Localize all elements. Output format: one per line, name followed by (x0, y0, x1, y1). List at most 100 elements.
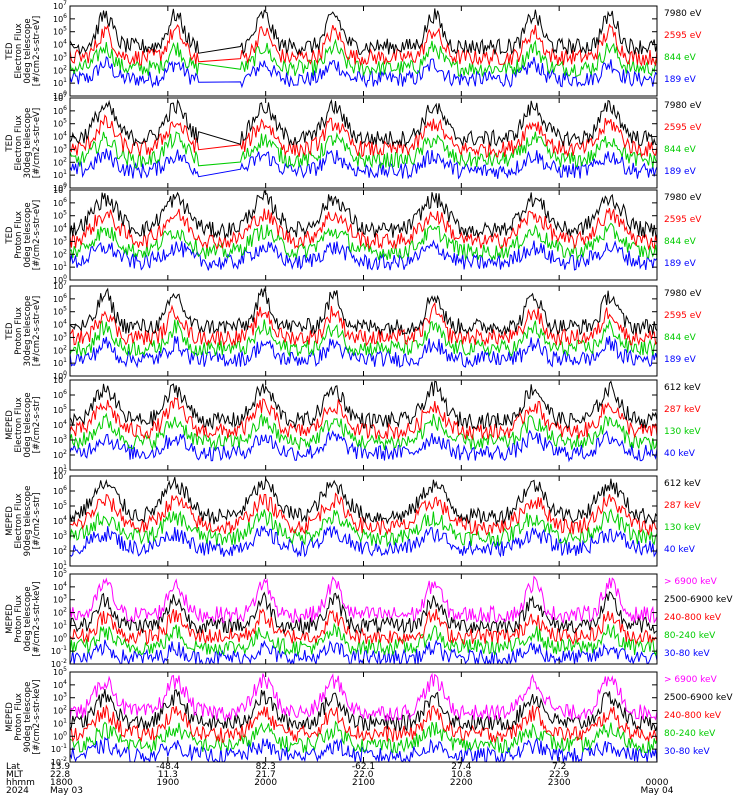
y-tick-label: 103 (53, 51, 67, 62)
legend-entry: > 6900 keV (664, 577, 718, 587)
y-tick-label: 101 (53, 169, 67, 180)
legend-entry: 30-80 keV (664, 747, 710, 757)
y-axis-label: TED (5, 226, 15, 245)
y-tick-label: 106 (53, 197, 67, 208)
panel-6: 101 102 103 104 105 106 107 MEPED Electron Flux 9… (5, 470, 701, 571)
x-axis-row-label: hhmm (6, 778, 35, 788)
y-tick-label: 107 (53, 0, 67, 11)
series-287-kev-line (70, 396, 657, 441)
y-tick-label: 106 (53, 13, 67, 24)
panel-7-traces (70, 575, 657, 664)
series-80-240-kev-line (70, 622, 657, 657)
legend-entry: 40 keV (664, 545, 696, 555)
series-40-kev-line (70, 429, 657, 463)
legend-entry: 844 eV (664, 237, 697, 247)
x-axis-row-label: 2024 (6, 786, 29, 796)
y-tick-label: 106 (53, 485, 67, 496)
series-130-kev-line (70, 508, 657, 548)
legend-entry: 2595 eV (664, 311, 702, 321)
y-tick-label: 107 (53, 184, 67, 195)
panel-6-traces (70, 476, 657, 558)
y-tick-label: 100 (53, 90, 67, 101)
legend-entry: 2595 eV (664, 31, 702, 41)
y-axis-label: Proton Flux (14, 595, 24, 643)
y-axis-label: [#/cm2-s-str-keV] (32, 582, 42, 657)
series-2500-6900-kev-line (70, 689, 657, 732)
y-tick-label: 100 (53, 730, 67, 741)
y-tick-label: 104 (53, 39, 67, 50)
panel-4-traces (70, 287, 657, 369)
series-7980-ev-line (70, 287, 657, 337)
y-axis-label: MEPED (5, 604, 15, 634)
x-axis-cell: 1900 (156, 778, 179, 788)
legend-entry: 287 keV (664, 405, 701, 415)
legend-entry: 844 eV (664, 145, 697, 155)
y-tick-label: 104 (53, 515, 67, 526)
y-tick-label: 105 (53, 118, 67, 129)
y-tick-label: 102 (53, 344, 67, 355)
legend-entry: > 6900 keV (664, 675, 718, 685)
x-axis-cell: May 03 (50, 786, 83, 796)
y-axis-label: MEPED (5, 410, 15, 440)
legend-entry: 130 keV (664, 427, 701, 437)
y-tick-label: 10-2 (51, 658, 67, 669)
series-2595-ev-line (70, 207, 657, 251)
legend-entry: 80-240 keV (664, 631, 716, 641)
y-tick-label: 101 (53, 261, 67, 272)
y-tick-label: 10-1 (51, 743, 67, 754)
y-axis-label: 90deg telescope (23, 486, 33, 557)
series--6900-kev-line (70, 575, 657, 624)
y-tick-label: 106 (53, 389, 67, 400)
y-axis-label: TED (5, 322, 15, 341)
series-612-kev-line (70, 380, 657, 431)
y-axis-label: Electron Flux (14, 23, 24, 78)
series-7980-ev-line (70, 98, 657, 148)
legend-entry: 80-240 keV (664, 729, 716, 739)
series-2595-ev-line (70, 114, 657, 159)
y-axis-label: [#/cm2-s-str-eV] (32, 200, 42, 270)
y-tick-label: 102 (53, 607, 67, 618)
x-axis-cell: -48.4 (156, 762, 180, 772)
series-612-kev-line (70, 476, 657, 526)
series-80-240-kev-line (70, 720, 657, 754)
series-189-ev-line (70, 335, 657, 369)
y-axis-label: Electron Flux (14, 493, 24, 548)
y-tick-label: 106 (53, 105, 67, 116)
y-axis-label: 0deg telescope (23, 586, 33, 651)
legend-entry: 240-800 keV (664, 613, 722, 623)
y-axis-label: [#/cm2-s-str-keV] (32, 680, 42, 755)
y-tick-label: 101 (53, 619, 67, 630)
legend-entry: 189 eV (664, 355, 697, 365)
x-axis-cell: -62.1 (352, 762, 375, 772)
legend-entry: 240-800 keV (664, 711, 722, 721)
y-tick-label: 107 (53, 280, 67, 291)
legend-entry: 189 eV (664, 75, 697, 85)
y-tick-label: 100 (53, 632, 67, 643)
y-tick-label: 104 (53, 419, 67, 430)
legend-entry: 287 keV (664, 501, 701, 511)
y-axis-label: 0deg telescope (23, 202, 33, 267)
y-tick-label: 103 (53, 434, 67, 445)
x-axis-cell: 22.9 (549, 770, 569, 780)
y-axis-label: [#/cm2-s-str-eV] (32, 108, 42, 178)
y-tick-label: 105 (53, 26, 67, 37)
y-tick-label: 100 (53, 182, 67, 193)
x-axis-cell: May 04 (641, 786, 674, 796)
series--6900-kev-line (70, 672, 657, 723)
legend-entry: 612 keV (664, 479, 701, 489)
y-tick-label: 105 (53, 210, 67, 221)
legend-entry: 189 eV (664, 259, 697, 269)
y-axis-label: 0deg telescope (23, 18, 33, 83)
legend-entry: 2500-6900 keV (664, 693, 733, 703)
legend-entry: 2500-6900 keV (664, 595, 733, 605)
x-axis-cell: 11.3 (158, 770, 178, 780)
x-axis-cell: 7.2 (552, 762, 566, 772)
x-axis-cell: 10.8 (451, 770, 471, 780)
series-130-kev-line (70, 412, 657, 451)
series-240-800-kev-line (70, 704, 657, 744)
y-axis-label: 0deg telescope (23, 392, 33, 457)
y-tick-label: 107 (53, 470, 67, 481)
y-axis-label: TED (5, 134, 15, 153)
